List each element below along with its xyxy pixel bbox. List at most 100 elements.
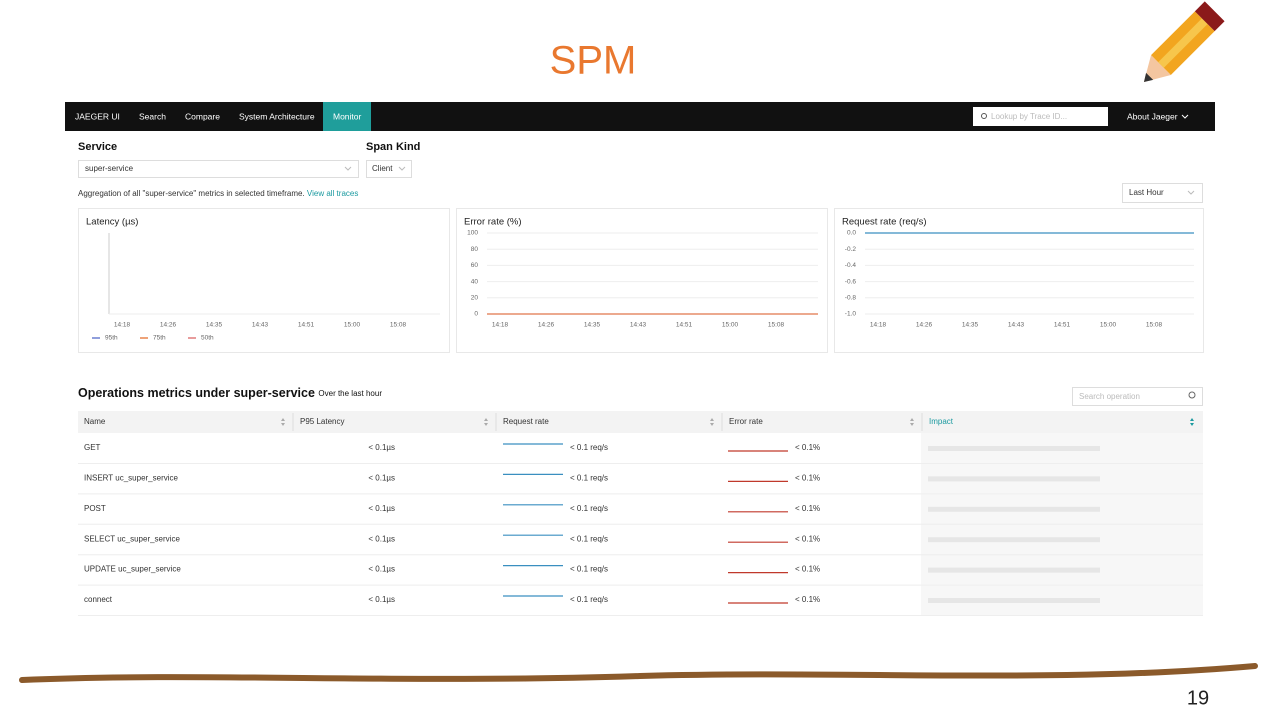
page-number: 19	[1187, 687, 1209, 709]
x-tick-label: 14:26	[916, 322, 933, 329]
nav-item[interactable]: Monitor	[333, 111, 362, 121]
error-rate: < 0.1%	[795, 595, 820, 604]
table-heading: Operations metrics under super-service O…	[78, 386, 382, 400]
p95-latency: < 0.1µs	[368, 474, 395, 483]
x-tick-label: 15:00	[722, 322, 739, 329]
about-menu[interactable]: About Jaeger	[1127, 111, 1178, 121]
sort-icon	[484, 418, 488, 426]
sort-icon	[710, 418, 714, 426]
operation-name[interactable]: POST	[84, 504, 106, 513]
nav-item[interactable]: Compare	[185, 111, 220, 121]
x-tick-label: 14:35	[962, 322, 979, 329]
column-header[interactable]: Impact	[929, 417, 954, 426]
impact-bar	[928, 476, 1100, 482]
operation-name[interactable]: GET	[84, 443, 101, 452]
trace-search-placeholder: Lookup by Trace ID...	[991, 112, 1067, 121]
request-rate: < 0.1 req/s	[570, 534, 608, 543]
chart-panel	[834, 208, 1204, 353]
heading: Operations metrics under super-service	[78, 386, 315, 400]
chevron	[344, 166, 352, 171]
search-icon	[1188, 391, 1196, 399]
x-tick-label: 14:35	[206, 322, 223, 329]
y-tick-label: 80	[471, 246, 479, 253]
sort-icon	[281, 418, 285, 426]
y-tick-label: 0.0	[847, 230, 856, 237]
y-tick-label: 20	[471, 295, 479, 302]
span-kind-label: Span Kind	[366, 141, 420, 153]
trace-search[interactable]	[973, 107, 1108, 126]
column-header[interactable]: Name	[84, 417, 106, 426]
chart-panel	[78, 208, 450, 353]
x-tick-label: 15:00	[344, 322, 361, 329]
x-tick-label: 15:08	[390, 322, 407, 329]
decorative-line	[19, 663, 1258, 683]
search-icon	[981, 113, 987, 119]
p95-latency: < 0.1µs	[368, 534, 395, 543]
header-row	[78, 411, 1203, 433]
p95-latency: < 0.1µs	[368, 595, 395, 604]
operation-name[interactable]: UPDATE uc_super_service	[84, 565, 181, 574]
x-tick-label: 14:43	[630, 322, 647, 329]
span-kind-select[interactable]	[366, 160, 412, 178]
y-tick-label: -0.6	[845, 278, 857, 285]
operation-search[interactable]	[1072, 387, 1203, 406]
chart-title: Error rate (%)	[464, 217, 522, 228]
timeframe-select[interactable]	[1122, 183, 1203, 203]
legend-label: 95th	[105, 335, 118, 342]
x-tick-label: 14:26	[160, 322, 177, 329]
view-traces-link[interactable]: View all traces	[307, 189, 358, 198]
chevron	[1181, 114, 1189, 119]
impact-column-bg	[921, 411, 1203, 616]
brand[interactable]: JAEGER UI	[75, 111, 120, 121]
legend-label: 50th	[201, 335, 214, 342]
x-tick-label: 14:26	[538, 322, 555, 329]
error-rate: < 0.1%	[795, 534, 820, 543]
x-tick-label: 14:18	[114, 322, 131, 329]
request-rate: < 0.1 req/s	[570, 474, 608, 483]
request-rate: < 0.1 req/s	[570, 504, 608, 513]
active-tab	[323, 102, 371, 131]
service-label: Service	[78, 141, 117, 153]
service-value: super-service	[85, 164, 134, 173]
x-tick-label: 14:18	[870, 322, 887, 329]
x-tick-label: 14:51	[1054, 322, 1071, 329]
y-tick-label: 100	[467, 230, 478, 237]
nav-item[interactable]: System Architecture	[239, 111, 315, 121]
y-tick-label: 0	[474, 311, 478, 318]
y-tick-label: -1.0	[845, 311, 857, 318]
column-header[interactable]: Error rate	[729, 417, 763, 426]
sort-icon	[910, 418, 914, 426]
x-tick-label: 15:00	[1100, 322, 1117, 329]
x-tick-label: 14:35	[584, 322, 601, 329]
p95-latency: < 0.1µs	[368, 504, 395, 513]
x-tick-label: 14:43	[252, 322, 269, 329]
column-header[interactable]: P95 Latency	[300, 417, 344, 426]
nav-items: Search Compare System Architecture Monitor	[139, 102, 371, 131]
chart-title: Request rate (req/s)	[842, 217, 926, 228]
impact-bar	[928, 567, 1100, 573]
request-rate: < 0.1 req/s	[570, 595, 608, 604]
operation-name[interactable]: connect	[84, 595, 113, 604]
y-tick-label: -0.4	[845, 262, 857, 269]
operations-table: Name P95 Latency Request rate Error rate Imp…	[78, 411, 1203, 616]
p95-latency: < 0.1µs	[368, 565, 395, 574]
operation-name[interactable]: SELECT uc_super_service	[84, 534, 180, 543]
error-rate: < 0.1%	[795, 504, 820, 513]
request-rate: < 0.1 req/s	[570, 565, 608, 574]
legend-label: 75th	[153, 335, 166, 342]
nav-item[interactable]: Search	[139, 111, 166, 121]
chevron	[1187, 190, 1195, 195]
request-rate: < 0.1 req/s	[570, 443, 608, 452]
operation-name[interactable]: INSERT uc_super_service	[84, 474, 179, 483]
chart-title: Latency (µs)	[86, 217, 138, 228]
timeframe-value: Last Hour	[1129, 188, 1164, 197]
column-header[interactable]: Request rate	[503, 417, 549, 426]
error-rate: < 0.1%	[795, 443, 820, 452]
chevron	[398, 166, 406, 171]
subheading: Over the last hour	[318, 389, 382, 398]
x-tick-label: 15:08	[1146, 322, 1163, 329]
service-select[interactable]	[78, 160, 359, 178]
impact-bar	[928, 446, 1100, 451]
impact-bar	[928, 598, 1100, 603]
